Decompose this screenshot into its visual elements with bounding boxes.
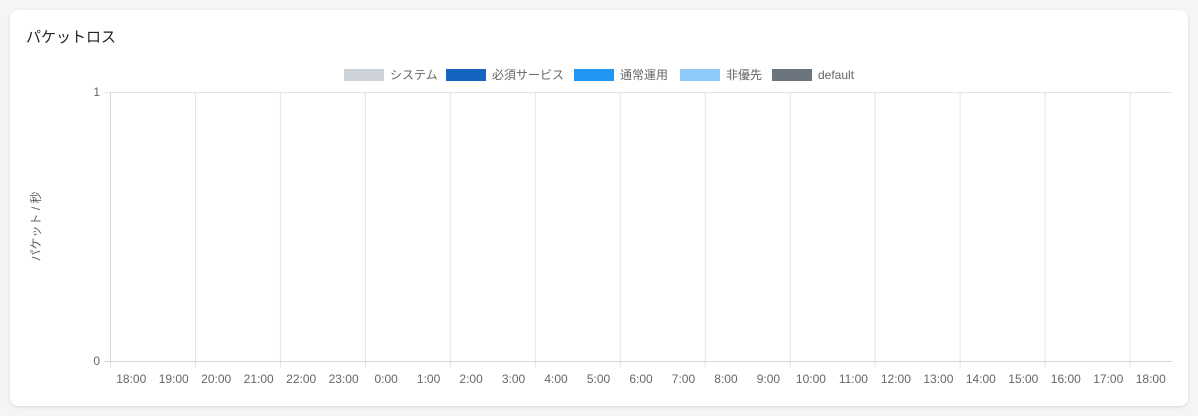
legend-swatch <box>446 69 486 81</box>
x-tick-label: 11:00 <box>839 372 868 386</box>
x-tick-label: 12:00 <box>881 372 911 386</box>
legend-swatch <box>680 69 720 81</box>
legend-label: 非優先 <box>726 68 762 82</box>
legend-label: 必須サービス <box>492 68 564 82</box>
x-tick-label: 2:00 <box>459 372 483 386</box>
x-tick-label: 22:00 <box>286 372 316 386</box>
x-tick-label: 16:00 <box>1051 372 1081 386</box>
x-tick-label: 1:00 <box>417 372 441 386</box>
y-axis-label: パケット / 秒 <box>29 191 43 261</box>
legend-label: システム <box>390 68 438 82</box>
x-tick-label: 21:00 <box>244 372 274 386</box>
x-tick-label: 14:00 <box>966 372 996 386</box>
x-tick-label: 7:00 <box>672 372 696 386</box>
x-tick-label: 0:00 <box>374 372 398 386</box>
x-tick-label: 8:00 <box>714 372 738 386</box>
x-tick-label: 6:00 <box>629 372 653 386</box>
x-tick-label: 20:00 <box>201 372 231 386</box>
legend-swatch <box>574 69 614 81</box>
legend-swatch <box>772 69 812 81</box>
legend-label: default <box>818 68 855 82</box>
legend-label: 通常運用 <box>620 68 668 82</box>
x-tick-label: 10:00 <box>796 372 826 386</box>
y-tick-label: 1 <box>93 85 100 99</box>
legend-swatch <box>344 69 384 81</box>
x-tick-label: 13:00 <box>923 372 953 386</box>
x-tick-label: 18:00 <box>116 372 146 386</box>
x-tick-label: 19:00 <box>159 372 189 386</box>
x-tick-label: 17:00 <box>1093 372 1123 386</box>
y-tick-label: 0 <box>93 354 100 368</box>
x-tick-label: 3:00 <box>502 372 526 386</box>
x-tick-label: 15:00 <box>1008 372 1038 386</box>
x-tick-label: 4:00 <box>544 372 568 386</box>
x-tick-label: 5:00 <box>587 372 611 386</box>
x-tick-label: 9:00 <box>757 372 781 386</box>
x-tick-label: 18:00 <box>1136 372 1166 386</box>
card-title: パケットロス <box>26 29 117 46</box>
x-tick-label: 23:00 <box>329 372 359 386</box>
